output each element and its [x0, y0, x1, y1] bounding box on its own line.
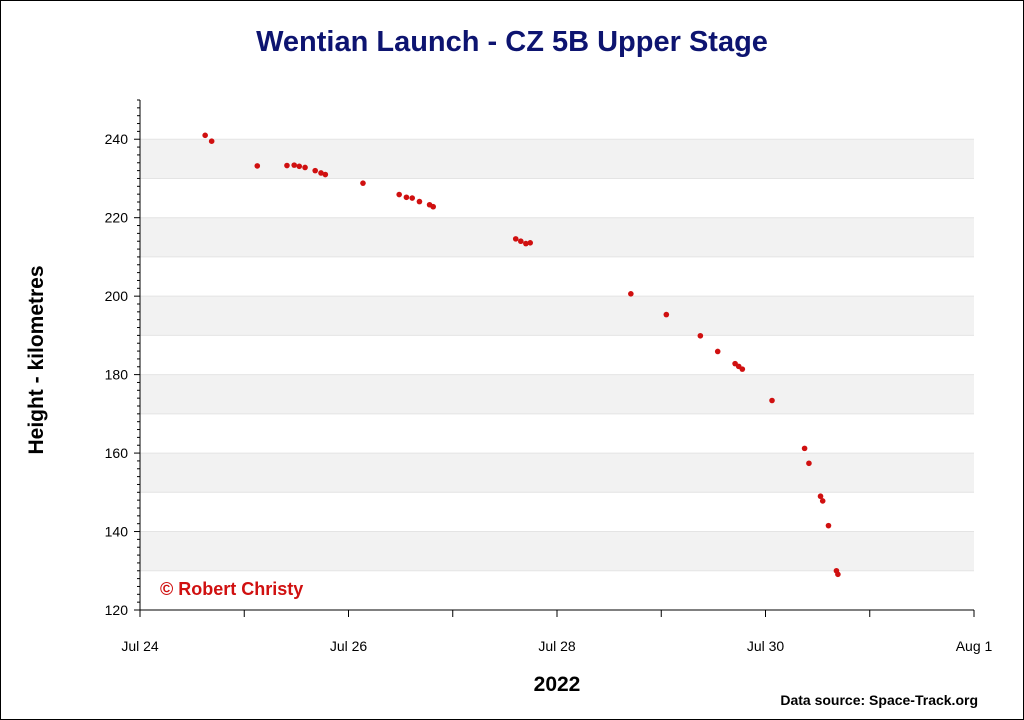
y-tick-label: 240: [105, 131, 129, 147]
data-points: [202, 132, 841, 578]
grid-band: [140, 139, 974, 179]
data-point: [817, 493, 824, 500]
data-point: [291, 162, 298, 168]
y-tick-label: 120: [105, 602, 129, 618]
data-point: [512, 236, 519, 242]
data-point: [628, 291, 634, 297]
data-point: [403, 194, 410, 201]
data-source-note: Data source: Space-Track.org: [780, 692, 978, 708]
data-point: [302, 164, 308, 171]
data-point: [322, 171, 329, 178]
chart-title: Wentian Launch - CZ 5B Upper Stage: [256, 26, 768, 58]
copyright-note: © Robert Christy: [160, 579, 304, 599]
data-point: [769, 397, 775, 404]
y-tick-label: 200: [105, 288, 129, 304]
x-tick-label: Jul 26: [330, 638, 368, 654]
grid-band: [140, 531, 974, 571]
x-tick-label: Jul 28: [538, 638, 576, 654]
y-tick-label: 180: [105, 367, 129, 383]
data-point: [714, 348, 721, 355]
data-point: [202, 132, 208, 139]
grid-band: [140, 453, 974, 493]
x-tick-label: Aug 1: [956, 638, 993, 654]
data-point: [208, 138, 215, 144]
data-point: [430, 203, 437, 210]
data-point: [819, 498, 826, 504]
y-tick-label: 160: [105, 445, 129, 461]
data-point: [697, 332, 704, 339]
data-point: [318, 170, 324, 176]
x-axis-label: 2022: [533, 673, 581, 696]
data-point: [409, 195, 416, 201]
data-point: [296, 163, 303, 170]
y-tick-label: 140: [105, 524, 129, 540]
data-point: [663, 311, 670, 318]
x-tick-label: Jul 30: [747, 638, 785, 654]
data-point: [739, 366, 746, 372]
grid-band: [140, 374, 974, 414]
data-point: [284, 162, 290, 169]
data-point: [518, 238, 524, 245]
plot-background: [140, 100, 974, 610]
data-point: [523, 240, 529, 247]
grid-band: [140, 217, 974, 257]
data-point: [825, 522, 832, 529]
x-tick-label: Jul 24: [121, 638, 159, 654]
data-point: [312, 167, 318, 174]
data-point: [527, 240, 534, 246]
grid-bands: [140, 100, 974, 610]
data-point: [360, 180, 366, 186]
data-point: [416, 198, 423, 205]
data-point: [396, 191, 402, 198]
x-ticks: Jul 24 Jul 26 Jul 28 Jul 30 Aug 1: [121, 610, 993, 654]
y-ticks: 120 140 160 180 200 220 240: [105, 99, 140, 618]
data-point: [801, 445, 808, 452]
data-point: [806, 460, 812, 467]
data-point: [835, 571, 841, 578]
data-point: [254, 163, 261, 169]
grid-band: [140, 296, 974, 336]
y-tick-label: 220: [105, 210, 129, 226]
